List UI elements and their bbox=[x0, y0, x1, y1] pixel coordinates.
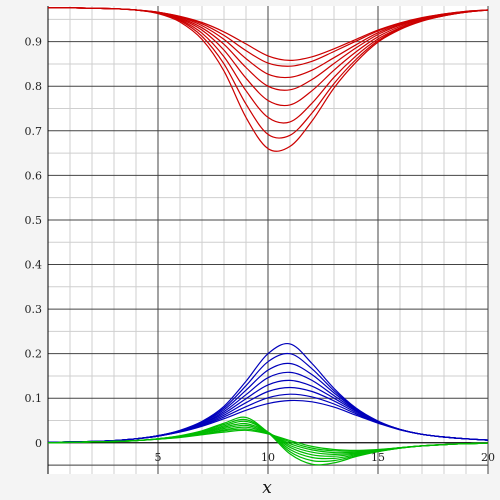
gridlines bbox=[48, 6, 489, 474]
axes bbox=[47, 6, 488, 474]
x-tick-label: 15 bbox=[371, 451, 385, 464]
series-group bbox=[47, 7, 489, 466]
y-tick-label: 0.8 bbox=[25, 80, 43, 93]
x-axis-title: x bbox=[262, 478, 272, 498]
series-line-16 bbox=[47, 342, 489, 443]
y-tick-label: 0 bbox=[35, 437, 42, 450]
y-tick-label: 0.7 bbox=[25, 125, 43, 138]
series-line-24 bbox=[47, 416, 489, 466]
y-tick-label: 0.5 bbox=[25, 214, 43, 227]
series-line-8 bbox=[47, 7, 489, 152]
x-tick-label: 20 bbox=[481, 451, 495, 464]
x-tick-label: 10 bbox=[261, 451, 275, 464]
tick-labels: 5 10 15 20 0 0.1 0.2 0.3 0.4 0.5 0.6 0.7 0.8 0.9 bbox=[25, 36, 496, 464]
y-tick-label: 0.4 bbox=[25, 259, 43, 272]
y-tick-label: 0.2 bbox=[25, 348, 43, 361]
y-tick-label: 0.3 bbox=[25, 303, 43, 316]
y-tick-label: 0.1 bbox=[25, 392, 43, 405]
y-tick-label: 0.9 bbox=[25, 36, 43, 49]
y-tick-label: 0.6 bbox=[25, 169, 43, 182]
x-tick-label: 5 bbox=[155, 451, 162, 464]
